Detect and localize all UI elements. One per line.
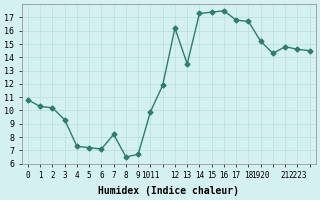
X-axis label: Humidex (Indice chaleur): Humidex (Indice chaleur) <box>98 186 239 196</box>
